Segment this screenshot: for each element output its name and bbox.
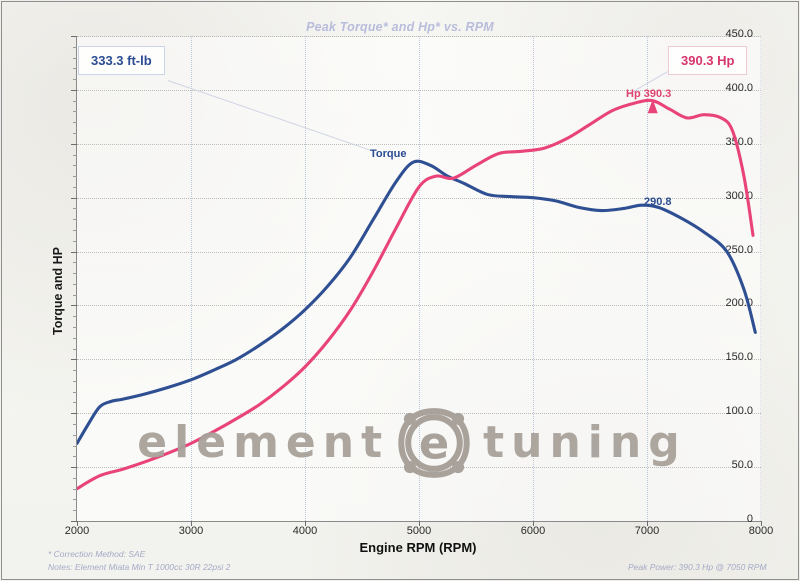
y-tick-minor bbox=[73, 219, 77, 221]
footnote-notes: Notes: Element Miata Min T 1000cc 30R 22… bbox=[48, 562, 231, 572]
hp-curve bbox=[77, 98, 755, 491]
torque-high-rpm-label: 290.8 bbox=[644, 196, 672, 208]
y-tick-minor bbox=[73, 477, 77, 479]
y-tick-minor bbox=[73, 445, 77, 447]
y-tick-minor bbox=[73, 230, 77, 231]
y-tick-label: 350.0 bbox=[725, 135, 753, 148]
y-tick-label: 50.0 bbox=[731, 459, 753, 472]
footnote-peak-power: Peak Power: 390.3 Hp @ 7050 RPM bbox=[628, 562, 767, 572]
y-tick-minor bbox=[73, 79, 77, 81]
y-tick-minor bbox=[73, 380, 77, 382]
y-tick-minor bbox=[73, 434, 77, 436]
y-tick bbox=[71, 143, 77, 145]
y-tick bbox=[71, 305, 77, 307]
plot-area: 0 50.0 100.0 150.0 200.0 250.0 300.0 350.0 400.0… bbox=[65, 28, 773, 537]
y-tick-minor bbox=[73, 262, 77, 264]
x-tick-label: 8000 bbox=[748, 525, 774, 537]
hp-peak-marker bbox=[647, 99, 658, 114]
y-tick-label: 0 bbox=[746, 513, 753, 525]
y-tick-minor bbox=[73, 57, 77, 59]
x-tick-label: 6000 bbox=[520, 525, 546, 537]
y-tick-minor bbox=[73, 348, 77, 350]
y-tick-minor bbox=[73, 370, 77, 372]
y-tick-minor bbox=[73, 456, 77, 458]
y-tick-minor bbox=[73, 488, 77, 490]
gridline-vertical bbox=[305, 36, 306, 521]
x-tick bbox=[647, 521, 648, 526]
hp-peak-label: Hp 390.3 bbox=[626, 88, 672, 100]
y-tick-minor bbox=[73, 283, 77, 285]
y-tick-minor bbox=[73, 240, 77, 242]
y-tick-minor bbox=[73, 100, 77, 102]
y-tick-minor bbox=[73, 499, 77, 501]
y-tick-minor bbox=[73, 165, 77, 167]
peak-torque-callout: 333.3 ft-lb bbox=[78, 46, 165, 75]
x-tick-label: 4000 bbox=[292, 525, 318, 537]
y-tick bbox=[71, 467, 77, 469]
y-tick-minor bbox=[73, 327, 77, 328]
x-tick-label: 7000 bbox=[634, 525, 660, 537]
y-tick-label: 450.0 bbox=[725, 28, 753, 40]
x-tick-label: 3000 bbox=[178, 525, 204, 537]
x-tick bbox=[761, 521, 762, 526]
y-tick bbox=[71, 359, 77, 361]
y-tick bbox=[71, 413, 77, 415]
y-tick bbox=[71, 197, 77, 199]
x-axis-title: Engine RPM (RPM) bbox=[359, 540, 477, 555]
x-tick bbox=[77, 521, 78, 526]
y-tick-minor bbox=[73, 294, 77, 296]
y-tick-minor bbox=[73, 337, 77, 339]
y-tick-minor bbox=[73, 111, 77, 113]
gridline-vertical bbox=[647, 36, 648, 521]
y-tick bbox=[71, 521, 77, 522]
y-tick bbox=[71, 89, 77, 91]
gridline-vertical bbox=[419, 36, 420, 521]
y-tick-minor bbox=[73, 133, 77, 134]
y-tick-minor bbox=[73, 176, 77, 178]
gridline-vertical bbox=[191, 36, 192, 521]
y-tick-minor bbox=[73, 68, 77, 70]
y-tick-minor bbox=[73, 402, 77, 404]
x-tick-label: 2000 bbox=[64, 525, 90, 537]
y-tick-minor bbox=[73, 186, 77, 188]
y-tick-minor bbox=[73, 510, 77, 512]
torque-curve bbox=[77, 159, 757, 445]
y-tick-minor bbox=[73, 46, 77, 48]
y-tick-label: 150.0 bbox=[725, 351, 753, 364]
chart-title: Peak Torque* and Hp* vs. RPM bbox=[306, 20, 494, 34]
y-tick bbox=[71, 251, 77, 253]
dyno-curves bbox=[77, 98, 757, 491]
y-tick-label: 100.0 bbox=[725, 405, 753, 418]
y-axis-title: Torque and HP bbox=[50, 246, 65, 335]
y-tick-minor bbox=[73, 391, 77, 393]
y-tick-minor bbox=[73, 273, 77, 275]
y-tick-minor bbox=[73, 424, 77, 425]
y-tick-minor bbox=[73, 154, 77, 156]
x-tick bbox=[533, 521, 534, 526]
y-tick-label: 400.0 bbox=[725, 81, 753, 94]
x-tick bbox=[191, 521, 192, 526]
y-tick-label: 250.0 bbox=[725, 243, 753, 256]
y-tick-minor bbox=[73, 316, 77, 318]
y-tick-minor bbox=[73, 122, 77, 124]
y-tick bbox=[71, 36, 77, 37]
torque-curve-label: Torque bbox=[370, 148, 407, 160]
x-tick bbox=[419, 521, 420, 526]
gridline-vertical bbox=[533, 36, 534, 521]
x-tick bbox=[305, 521, 306, 526]
y-tick-minor bbox=[73, 208, 77, 210]
x-tick-label: 5000 bbox=[406, 525, 432, 537]
footnote-correction-method: * Correction Method: SAE bbox=[48, 549, 146, 559]
peak-hp-callout: 390.3 Hp bbox=[668, 46, 748, 75]
